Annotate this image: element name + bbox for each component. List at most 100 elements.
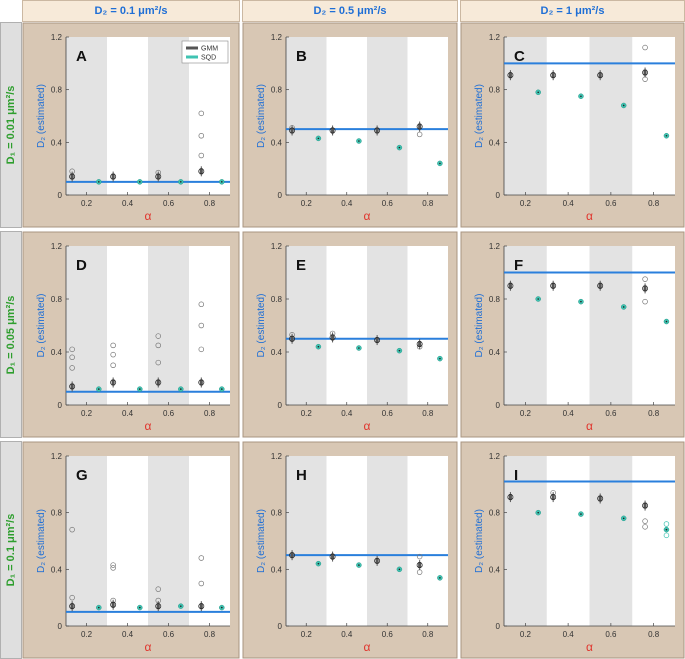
panel-c-y-tick-label: 0 [496,191,501,200]
panel-h-gmm-median [374,557,381,564]
panel-f-gmm-median [597,282,604,289]
panel-h-gmm-box [290,552,294,559]
panel-e-x-axis-label: α [364,419,371,433]
panel-h-sqd-center [398,568,401,571]
panel-i-x-axis-label: α [586,640,593,654]
panel-e-gmm-median [329,334,336,341]
panel-c-shade-band-0 [504,37,547,195]
panel-b-gmm-median [416,123,423,130]
panel-f-y-axis-label: D₂ (estimated) [474,294,485,358]
panel-a-shade-band-1 [148,37,189,195]
panel-b-gmm-median [289,127,296,134]
panel-d-gmm-outlier [110,362,116,369]
panel-g-gmm-box [199,603,203,610]
panel-h-gmm-median [416,562,423,569]
panel-d-y-tick-label: 0.4 [51,348,63,357]
panel-h-x-axis-label: α [364,640,371,654]
panel-h-y-tick-label: 0.4 [271,565,283,574]
panel-b-gmm-outlier [416,131,423,138]
panel-c-sqd-center [537,91,539,94]
panel-b-x-tick-label: 0.2 [301,199,313,208]
panel-c-gmm-outlier [642,44,648,51]
panel-i-x-tick-label: 0.2 [520,630,532,639]
panel-e-gmm-box [418,341,422,348]
panel-d-x-tick-label: 0.8 [204,409,216,418]
panel-i-gmm-median [597,495,604,502]
panel-e-y-tick-label: 0.8 [271,295,283,304]
panel-d-gmm-outlier [198,301,205,308]
panel-h-gmm-outlier [416,553,423,560]
panel-g-sqd-center [139,606,141,609]
panel-b-gmm-box [418,123,422,130]
panel-g-x-tick-label: 0.2 [81,630,93,639]
panel-g-gmm-median [110,601,117,608]
panel-c-x-tick-label: 0.4 [563,199,575,208]
panel-f-gmm-outlier [642,298,648,305]
panel-h-x-tick-label: 0.2 [301,630,313,639]
panel-a-gmm-box [199,168,203,175]
panel-i-shade-band-0 [504,456,547,626]
panel-d-gmm-box [70,383,74,390]
panel-g-x-axis-label: α [145,640,152,654]
panel-d-y-axis-label: D₂ (estimated) [36,294,47,358]
panel-e-gmm-median [374,337,381,344]
column-header-d2-0-5: D₂ = 0.5 μm²/s [242,0,458,22]
panel-d-sqd-center [180,388,182,390]
panel-h-shade-band-0 [286,456,327,626]
panel-e-y-tick-label: 1.2 [271,242,283,251]
panel-c-shade-band-1 [589,37,633,195]
panel-d-gmm-outlier [110,351,116,358]
panel-e-x-tick-label: 0.8 [422,409,434,418]
panel-f-sqd-center [537,298,539,300]
panel-g-gmm-outlier [110,565,116,571]
panel-g-sqd-center [180,605,182,607]
panel-g-gmm-box [70,603,74,610]
panel-e-gmm-box [331,334,335,341]
panel-h-gmm-median [289,552,296,559]
panel-i-x-tick-label: 0.8 [648,630,660,639]
panel-c-sqd-center [580,95,582,98]
panel-e-letter: E [296,257,306,274]
panel-i-letter: I [514,467,518,484]
legend-sqd-label: SQD [201,55,216,62]
panel-i-sqd-center [665,528,668,531]
panel-c-gmm-box [551,72,555,79]
panel-g-gmm-box [111,601,115,608]
panel-i-sqd-outlier [663,521,670,527]
panel-b-sqd-center [398,146,401,149]
panel-i-gmm-median [550,494,557,501]
panel-a-letter: A [76,48,87,65]
panel-a-x-tick-label: 0.6 [163,199,175,208]
panel-f-gmm-outlier [642,276,648,282]
panel-a-gmm-median [110,173,117,180]
panel-f-letter: F [514,257,523,274]
panel-g-gmm-outlier [198,555,205,561]
panel-d-gmm-outlier [198,346,205,353]
panel-e-gmm-box [290,335,294,342]
panel-e-y-axis-label: D₂ (estimated) [256,294,267,358]
panel-i-y-tick-label: 1.2 [489,452,501,461]
panel-f-sqd-center [580,300,582,303]
panel-b-gmm-box [290,127,294,134]
panel-f-sqd-center [622,306,625,308]
panel-a-x-tick-label: 0.4 [122,199,134,208]
panel-g-y-tick-label: 0.4 [51,565,63,574]
panel-d-gmm-outlier [198,322,205,329]
panel-g-gmm-median [155,603,162,610]
panel-d-sqd-center [221,388,223,390]
panel-g-gmm-outlier [155,586,162,592]
panel-g-gmm-median [69,603,76,610]
panel-f-y-tick-label: 0 [496,401,501,410]
panel-a-y-tick-label: 1.2 [51,33,63,42]
panel-b-y-tick-label: 0.4 [271,138,283,147]
panel-f-y-tick-label: 0.4 [489,348,501,357]
panel-h-letter: H [296,467,307,484]
panel-h-y-tick-label: 0 [278,622,283,631]
panel-i-x-tick-label: 0.4 [563,630,575,639]
panel-g-y-axis-label: D₂ (estimated) [36,509,47,573]
panel-a-y-tick-label: 0.8 [51,86,63,95]
panel-e-x-tick-label: 0.4 [341,409,353,418]
panel-i-shade-band-1 [589,456,633,626]
panel-g-shade-band-0 [66,456,107,626]
